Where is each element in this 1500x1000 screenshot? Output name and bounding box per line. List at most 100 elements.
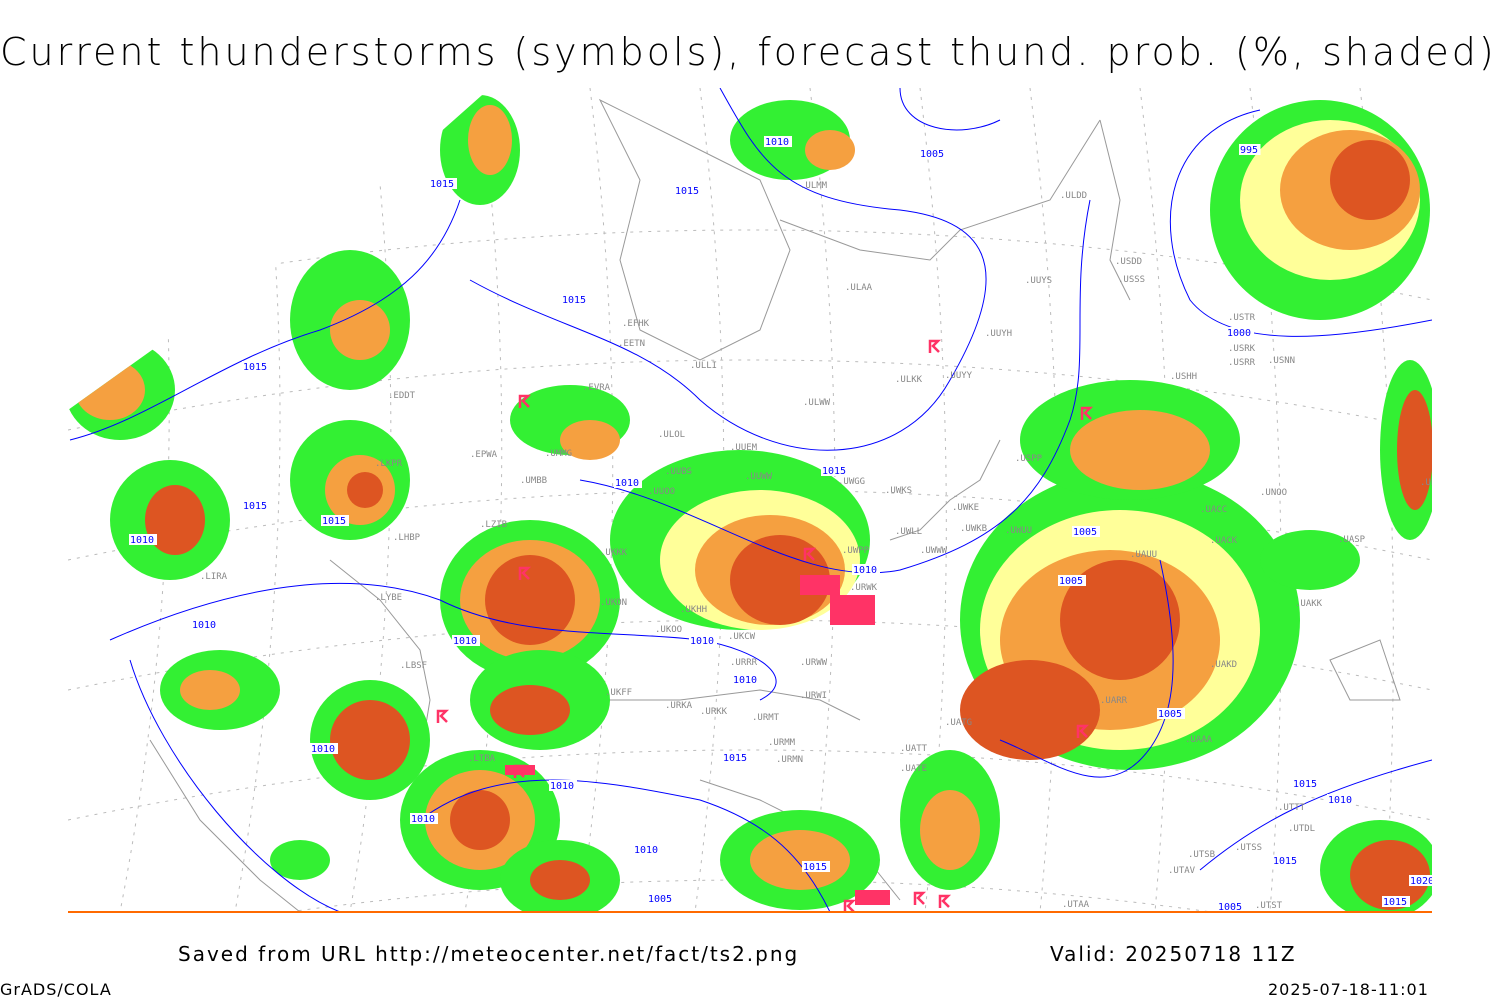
station-label: .UKCW	[728, 632, 756, 642]
station-label: .UACK	[1210, 536, 1238, 546]
isobar-label: 1010	[550, 781, 574, 792]
station-label: .UACC	[1200, 505, 1227, 515]
valid-time: Valid: 20250718 11Z	[1050, 942, 1297, 966]
station-label: .UUWW	[745, 472, 773, 482]
isobar-label: 1010	[192, 620, 216, 631]
station-label: .UAKD	[1210, 660, 1237, 670]
prob-shade-area	[330, 300, 390, 360]
station-label: .LBSF	[400, 661, 427, 671]
observed-thunderstorm-area	[800, 575, 840, 595]
station-labels: .ULMM .ULDD .ULAA .UUYS .USDD .UUYH .ULKK .UUYY…	[200, 181, 1447, 911]
isobar-label: 1010	[1328, 795, 1352, 806]
prob-shade-area	[560, 420, 620, 460]
station-label: .UKFF	[605, 688, 632, 698]
station-label: .USRK	[1228, 344, 1256, 354]
prob-shade-area	[485, 555, 575, 645]
thunderstorm-icon	[513, 764, 527, 778]
isobar-label: 1005	[1059, 576, 1083, 587]
isobar-label: 1015	[1383, 897, 1407, 908]
thunderstorm-icon	[1080, 406, 1094, 420]
isobar-label: 1010	[453, 636, 477, 647]
station-label: .UTDL	[1288, 824, 1315, 834]
isobar-label: 1020	[1410, 876, 1434, 887]
station-label: .UWKB	[960, 524, 987, 534]
prob-shade-area	[450, 790, 510, 850]
prob-shade-area	[490, 685, 570, 735]
station-label: .EFHK	[622, 319, 650, 329]
station-label: .LIRA	[200, 572, 228, 582]
isobars	[69, 88, 1432, 912]
isobar-label: 1010	[311, 744, 335, 755]
isobar-label: 1015	[822, 466, 846, 477]
station-label: .USPP	[1015, 454, 1043, 464]
station-label: .ULKK	[895, 375, 923, 385]
station-label: .UAUU	[1130, 550, 1157, 560]
station-label: .URMN	[776, 755, 803, 765]
isobar-label: 1010	[733, 675, 757, 686]
isobar-label: 1005	[1158, 709, 1182, 720]
station-label: .UAKK	[1295, 599, 1323, 609]
prob-shade-area	[145, 485, 205, 555]
station-label: .UBBB	[1420, 478, 1447, 488]
station-label: .UKHH	[680, 605, 707, 615]
station-label: .UTSB	[1188, 850, 1215, 860]
station-label: .LHBP	[393, 533, 421, 543]
isobar-label: 1015	[723, 753, 747, 764]
station-label: .ULAA	[845, 283, 873, 293]
thunderstorm-icon	[938, 894, 952, 908]
station-label: .ULWW	[803, 398, 831, 408]
isobar-label: 1015	[675, 186, 699, 197]
station-label: .UWLL	[895, 527, 922, 537]
thunderstorm-icon	[913, 891, 927, 905]
station-label: .UTAV	[1168, 866, 1196, 876]
station-label: .UUBS	[665, 467, 692, 477]
thunderstorm-symbols	[436, 339, 1094, 912]
station-label: .UWGG	[838, 477, 865, 487]
station-label: .ULMM	[800, 181, 828, 191]
prob-shade-area	[180, 670, 240, 710]
station-label: .UNOO	[1260, 488, 1287, 498]
station-label: .UWPP	[842, 546, 870, 556]
thunderstorm-icon	[1076, 724, 1090, 738]
station-label: .URWW	[800, 658, 828, 668]
station-label: .URMM	[768, 738, 796, 748]
prob-shade-area	[468, 105, 512, 175]
station-label: .UATG	[945, 718, 972, 728]
station-label: .UTAA	[1062, 900, 1090, 910]
station-label: .LKPR	[375, 459, 403, 469]
station-label: .ULLI	[690, 361, 717, 371]
prob-shade-area	[1060, 560, 1180, 680]
source-url: Saved from URL http://meteocenter.net/fa…	[178, 942, 800, 966]
station-label: .UKKK	[600, 548, 628, 558]
station-label: .UASP	[1338, 535, 1366, 545]
thunderstorm-icon	[518, 566, 532, 580]
station-label: .UUYS	[1025, 276, 1052, 286]
station-label: .EDDT	[388, 391, 416, 401]
station-label: .URKK	[700, 707, 728, 717]
station-label: .UMMG	[545, 449, 572, 459]
station-label: .URWI	[800, 691, 827, 701]
isobar-labels: 1010100510151015995101510151015101010151…	[129, 136, 1434, 912]
isobar-label: 1010	[411, 814, 435, 825]
prob-shade-area	[750, 830, 850, 890]
station-label: .USDD	[1115, 257, 1142, 267]
isobar-label: 1015	[1273, 856, 1297, 867]
station-label: .USTR	[1228, 313, 1256, 323]
prob-shade-area	[530, 860, 590, 900]
station-label: .USHH	[1170, 372, 1197, 382]
isobar-label: 1010	[690, 636, 714, 647]
isobar-label: 1015	[243, 501, 267, 512]
isobar-label: 1010	[765, 137, 789, 148]
thunderstorm-icon	[518, 394, 532, 408]
isobar-label: 995	[1240, 145, 1258, 156]
prob-shade-area	[1260, 530, 1360, 590]
isobar-label: 1005	[1073, 527, 1097, 538]
station-label: .UUOO	[648, 487, 675, 497]
station-label: .UUYY	[945, 371, 973, 381]
station-label: .UWKE	[952, 503, 979, 513]
prob-shade-area	[920, 790, 980, 870]
map-title: Current thunderstorms (symbols), forecas…	[0, 30, 1497, 74]
prob-shade-area	[1350, 840, 1430, 910]
station-label: .LZIB	[480, 520, 507, 530]
